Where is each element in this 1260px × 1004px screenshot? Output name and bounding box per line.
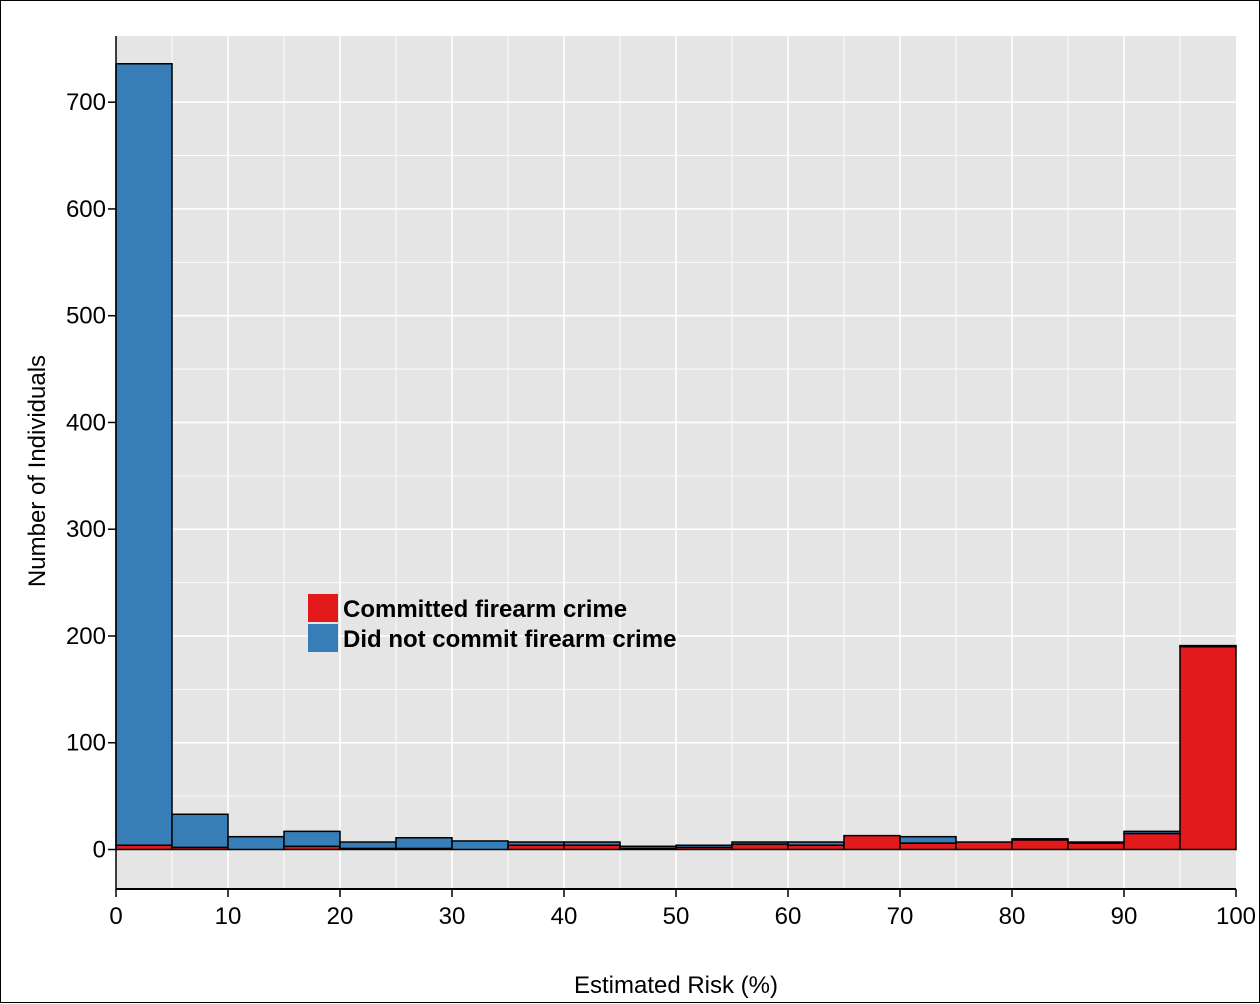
legend: Committed firearm crime Did not commit f… xyxy=(308,594,676,653)
bar-committed xyxy=(955,841,1013,851)
bar-did-not-commit xyxy=(899,835,957,844)
x-axis-ticks: 0 10 20 30 40 50 60 70 80 90 100 xyxy=(109,889,1256,930)
bar-did-not-commit xyxy=(451,840,509,851)
bar-did-not-commit xyxy=(115,63,173,846)
bar-committed xyxy=(731,843,789,851)
bar-did-not-commit xyxy=(227,835,285,851)
legend-label-committed: Committed firearm crime xyxy=(343,596,627,623)
x-tick-label: 0 xyxy=(109,903,122,930)
y-tick-label: 300 xyxy=(66,516,106,543)
y-axis-ticks: 0 100 200 300 400 500 600 700 xyxy=(66,89,116,863)
bar-committed xyxy=(843,834,901,851)
y-tick-label: 500 xyxy=(66,303,106,330)
bar-did-not-commit xyxy=(1123,830,1181,835)
y-tick-label: 400 xyxy=(66,409,106,436)
bar-did-not-commit xyxy=(339,841,397,850)
x-tick-label: 50 xyxy=(663,903,690,930)
x-tick-label: 20 xyxy=(327,903,354,930)
y-tick-label: 100 xyxy=(66,730,106,757)
bar-did-not-commit xyxy=(283,830,341,848)
x-tick-label: 40 xyxy=(551,903,578,930)
bars xyxy=(115,63,1237,851)
y-axis-title: Number of Individuals xyxy=(24,355,51,587)
legend-swatch-did-not-commit xyxy=(308,624,338,652)
bar-did-not-commit xyxy=(1067,841,1125,844)
x-tick-label: 30 xyxy=(439,903,466,930)
bar-committed xyxy=(1011,839,1069,851)
bar-did-not-commit xyxy=(395,837,453,850)
bar-did-not-commit xyxy=(787,841,845,846)
bar-did-not-commit xyxy=(675,844,733,849)
bar-did-not-commit xyxy=(731,841,789,845)
bar-did-not-commit xyxy=(619,845,677,850)
legend-swatch-committed xyxy=(308,594,338,622)
bar-committed xyxy=(1179,645,1237,851)
x-axis-title: Estimated Risk (%) xyxy=(574,972,778,999)
y-tick-label: 600 xyxy=(66,196,106,223)
y-tick-label: 0 xyxy=(93,836,106,863)
bar-committed xyxy=(899,842,957,851)
bar-did-not-commit xyxy=(1179,644,1237,648)
bar-did-not-commit xyxy=(171,813,229,849)
bar-did-not-commit xyxy=(1011,838,1069,841)
bar-did-not-commit xyxy=(563,841,621,846)
bar-did-not-commit xyxy=(507,841,565,846)
legend-label-did-not-commit: Did not commit firearm crime xyxy=(343,626,676,653)
x-tick-label: 80 xyxy=(999,903,1026,930)
x-tick-label: 90 xyxy=(1111,903,1138,930)
x-tick-label: 60 xyxy=(775,903,802,930)
y-tick-label: 700 xyxy=(66,89,106,116)
bar-committed xyxy=(1123,832,1181,851)
y-tick-label: 200 xyxy=(66,623,106,650)
x-tick-label: 100 xyxy=(1216,903,1256,930)
bar-committed xyxy=(1067,842,1125,851)
x-tick-label: 70 xyxy=(887,903,914,930)
grid-lines xyxy=(116,36,1236,889)
x-tick-label: 10 xyxy=(215,903,242,930)
